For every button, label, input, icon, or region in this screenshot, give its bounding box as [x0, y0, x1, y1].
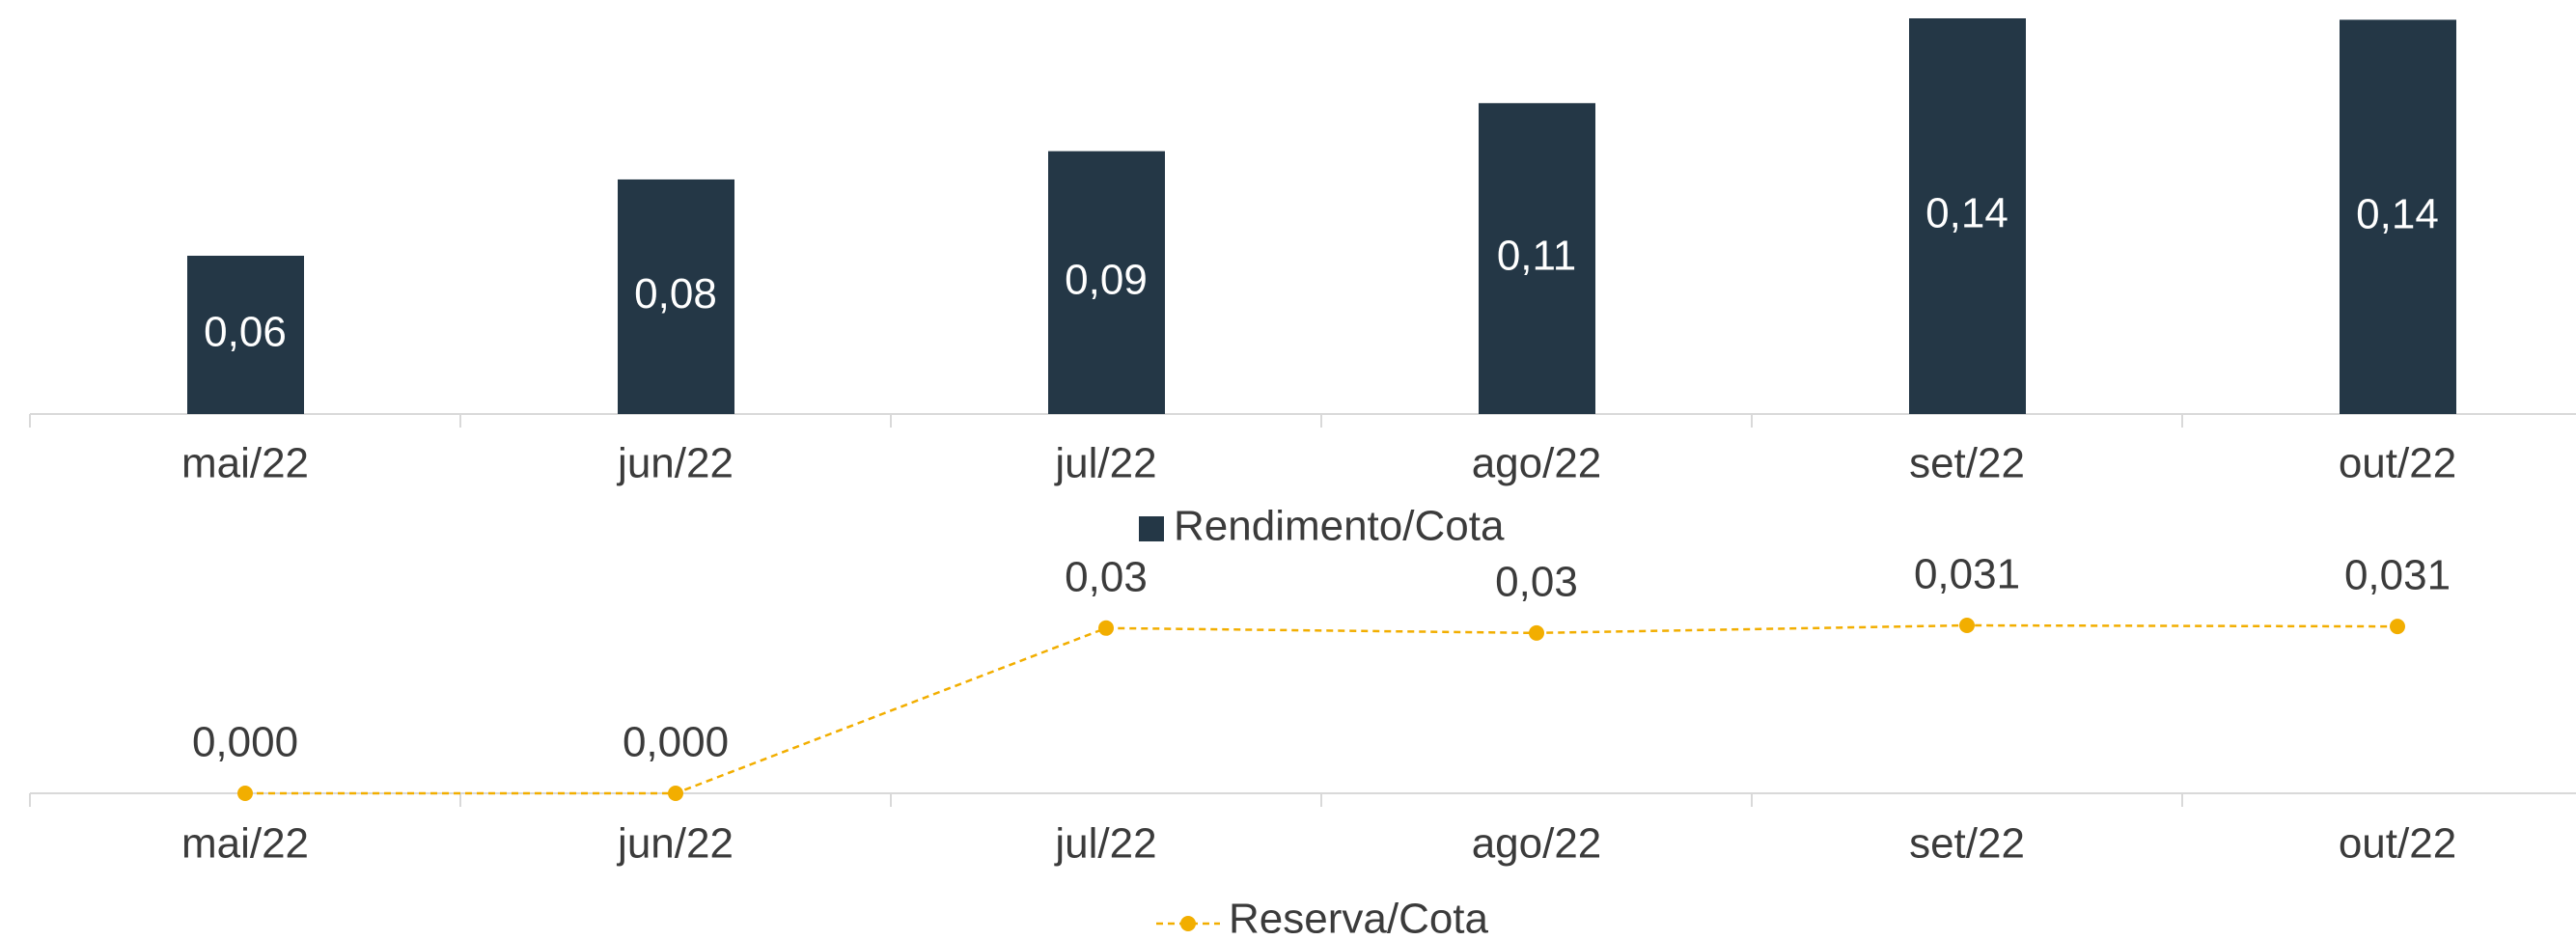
bar — [187, 256, 304, 414]
x-tick-label: jul/22 — [1053, 820, 1156, 868]
data-label: 0,03 — [1495, 558, 1578, 605]
bar — [1479, 102, 1595, 414]
point — [668, 786, 683, 801]
x-tick-label: mai/22 — [181, 440, 309, 487]
x-tick-label: out/22 — [2339, 820, 2456, 868]
point — [2390, 619, 2405, 635]
x-tick-label: set/22 — [1909, 820, 2025, 868]
data-label: 0,08 — [634, 270, 717, 318]
x-tick-label: out/22 — [2339, 440, 2456, 487]
data-label: 0,11 — [1497, 233, 1576, 280]
data-label: 0,09 — [1065, 256, 1148, 303]
bar — [2340, 19, 2456, 414]
data-label: 0,06 — [204, 309, 287, 356]
bar — [1048, 151, 1165, 414]
legend-label: Rendimento/Cota — [1174, 503, 1505, 550]
x-tick-label: mai/22 — [181, 820, 309, 868]
legend-swatch — [1139, 516, 1164, 541]
x-tick-label: jun/22 — [616, 820, 734, 868]
data-label: 0,031 — [2344, 552, 2451, 599]
point — [1959, 618, 1975, 633]
data-label: 0,14 — [1925, 190, 2008, 237]
point — [1529, 624, 1544, 641]
x-tick-label: ago/22 — [1472, 820, 1602, 868]
x-tick-label: set/22 — [1909, 440, 2025, 487]
bar — [618, 179, 734, 414]
x-tick-label: ago/22 — [1472, 440, 1602, 487]
data-label: 0,14 — [2356, 190, 2439, 237]
x-tick-label: jun/22 — [616, 440, 734, 487]
data-label: 0,03 — [1065, 553, 1148, 600]
point — [1098, 620, 1114, 636]
legend-label: Reserva/Cota — [1229, 896, 1489, 940]
data-label: 0,000 — [623, 719, 729, 766]
data-label: 0,000 — [192, 719, 298, 766]
data-label: 0,031 — [1914, 551, 2020, 598]
x-tick-label: jul/22 — [1053, 440, 1156, 487]
line — [245, 623, 2398, 795]
point — [237, 786, 253, 801]
bar — [1909, 18, 2026, 414]
legend-marker — [1180, 916, 1196, 931]
